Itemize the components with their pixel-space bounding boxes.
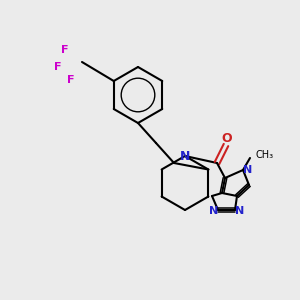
Text: CH₃: CH₃ bbox=[256, 150, 274, 160]
Text: O: O bbox=[222, 131, 232, 145]
Text: F: F bbox=[54, 62, 62, 72]
Text: N: N bbox=[243, 165, 253, 175]
Text: N: N bbox=[180, 149, 190, 163]
Text: F: F bbox=[67, 75, 75, 85]
Text: N: N bbox=[236, 206, 244, 216]
Text: N: N bbox=[209, 206, 219, 216]
Text: F: F bbox=[61, 45, 69, 55]
